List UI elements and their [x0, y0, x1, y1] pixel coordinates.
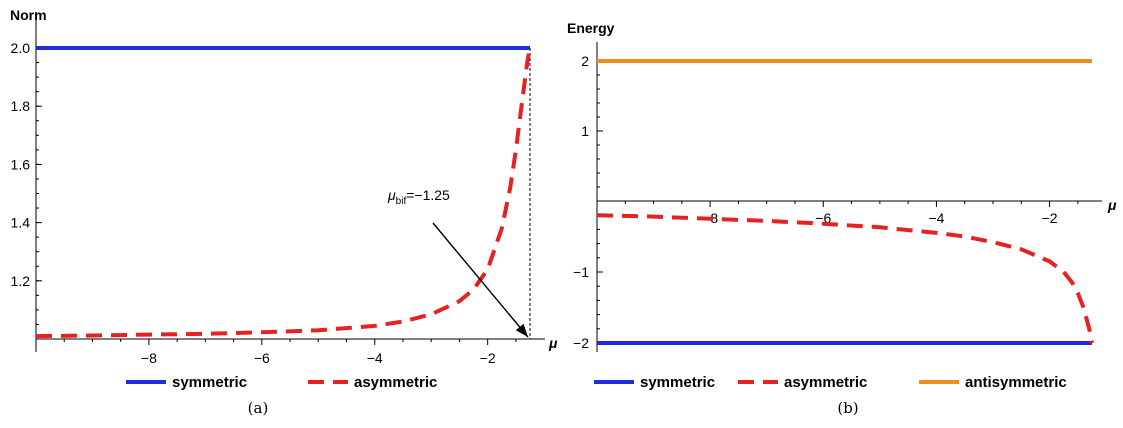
- panel-a-series: [35, 46, 532, 339]
- x-tick-label: −8: [141, 350, 157, 366]
- x-tick-label: −2: [480, 350, 496, 366]
- annotation-label: μbif=−1.25: [387, 187, 450, 207]
- x-tick-label: −2: [1042, 210, 1058, 226]
- arrow-shaft: [432, 222, 529, 338]
- panel-b-legend: symmetric asymmetric antisymmetric: [594, 374, 1067, 391]
- panel-a: Norm −8 −6 −4 −21.21.41.61.82.0 μ μbif=−1.2…: [10, 7, 558, 417]
- panel-b-xlabel: μ: [1107, 197, 1117, 213]
- panel-b-axes: −8 −6 −4 −2−2−112: [573, 42, 1102, 352]
- series-asymmetric: [596, 213, 1094, 344]
- y-tick-label: 1.4: [11, 215, 31, 231]
- panel-a-legend: symmetric asymmetric: [126, 374, 437, 391]
- x-tick-label: −4: [367, 350, 383, 366]
- panel-a-ylabel: Norm: [10, 7, 47, 23]
- y-tick-label: 2.0: [11, 40, 31, 56]
- annotation-subscript: bif: [396, 196, 407, 207]
- y-tick-label: 1.2: [11, 273, 31, 289]
- annotation-text: =−1.25: [406, 187, 450, 203]
- panel-b-caption: (b): [837, 399, 858, 417]
- series-asymmetric: [35, 47, 532, 339]
- panel-b-series: [596, 59, 1094, 345]
- y-tick-label: 1.8: [11, 98, 31, 114]
- annotation-symbol: μ: [387, 187, 396, 203]
- x-tick-label: −4: [928, 210, 944, 226]
- legend-label-symmetric: symmetric: [640, 374, 715, 391]
- y-tick-label: 1: [581, 123, 589, 139]
- panel-b-ylabel: Energy: [567, 20, 615, 36]
- panel-a-annotation: μbif=−1.25: [387, 187, 529, 338]
- arrow-head: [515, 323, 528, 337]
- panel-a-caption: (a): [248, 399, 269, 417]
- x-tick-label: −6: [254, 350, 270, 366]
- legend-label-antisymmetric: antisymmetric: [965, 374, 1067, 391]
- legend-label-asymmetric: asymmetric: [784, 374, 867, 391]
- y-tick-label: 1.6: [11, 156, 31, 172]
- legend-label-symmetric: symmetric: [172, 374, 247, 391]
- y-tick-label: −1: [573, 264, 589, 280]
- panel-a-xlabel: μ: [548, 335, 558, 351]
- y-tick-label: −2: [573, 335, 589, 351]
- annotation-arrow: [432, 222, 529, 338]
- y-tick-label: 2: [581, 53, 589, 69]
- panel-a-axes: −8 −6 −4 −2 1.2 1.4 1.6 1.8 2.0: [11, 12, 545, 366]
- panel-b: Energy −8 −6 −4 −2−2−112 μ symmetric asymmet…: [567, 20, 1117, 417]
- legend-label-asymmetric: asymmetric: [354, 374, 437, 391]
